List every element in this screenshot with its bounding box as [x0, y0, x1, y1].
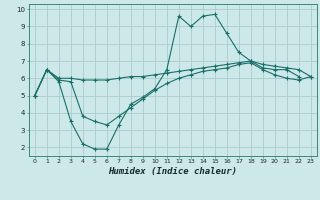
X-axis label: Humidex (Indice chaleur): Humidex (Indice chaleur): [108, 167, 237, 176]
